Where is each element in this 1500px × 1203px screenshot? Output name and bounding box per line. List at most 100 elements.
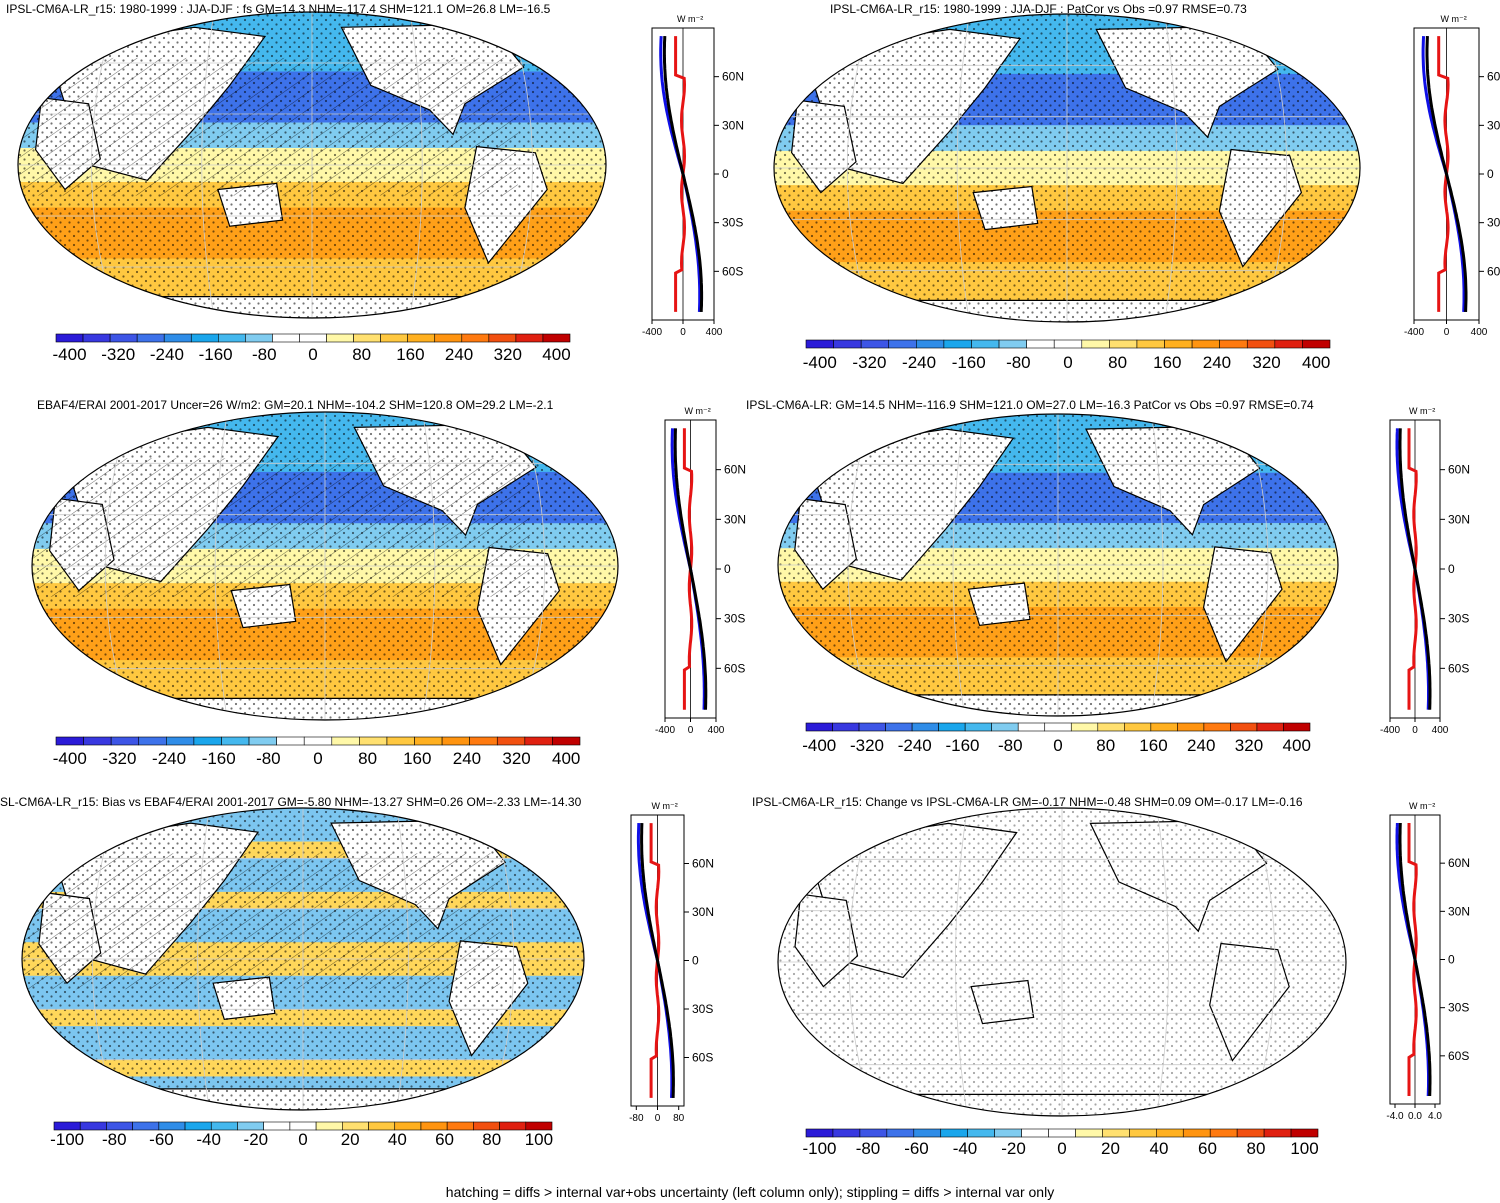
colorbar-swatch [911, 722, 939, 732]
lat-label: 30S [724, 612, 745, 626]
x-tick-label: 0 [1444, 327, 1450, 338]
x-tick-label: 400 [1432, 725, 1449, 736]
colorbar-swatch [1182, 1128, 1211, 1138]
map-projection [22, 808, 584, 1110]
colorbar-label: 80 [352, 345, 371, 364]
x-tick-label: -400 [655, 725, 675, 736]
colorbar-swatch [515, 333, 544, 343]
x-tick-label: -400 [642, 327, 662, 338]
profile-curve-black [673, 428, 708, 710]
x-tick-label: 0 [688, 725, 694, 736]
colorbar-label: -60 [904, 1139, 929, 1158]
profile-curve-black [640, 823, 675, 1098]
lat-label: 60S [722, 264, 743, 278]
colorbar-label: 400 [1302, 353, 1330, 372]
colorbar-label: 240 [453, 749, 481, 768]
colorbar-label: 0 [1057, 1139, 1066, 1158]
colorbar-label: 20 [1101, 1139, 1120, 1158]
lat-label: 60N [1448, 856, 1470, 870]
colorbar-label: -240 [150, 345, 184, 364]
colorbar-swatch [109, 333, 138, 343]
colorbar-label: 40 [1150, 1139, 1169, 1158]
colorbar-label: -80 [256, 749, 281, 768]
colorbar-swatch [1263, 1128, 1292, 1138]
x-tick-label: 400 [708, 725, 725, 736]
colorbar-label: 60 [435, 1130, 454, 1149]
colorbar-label: 80 [482, 1130, 501, 1149]
profile-curve-black [1425, 36, 1468, 312]
colorbar-swatch [858, 722, 886, 732]
lat-label: 30S [692, 1002, 713, 1016]
colorbar-swatch [913, 1128, 942, 1138]
panel-title: EBAF4/ERAI 2001-2017 Uncer=26 W/m2: GM=2… [37, 398, 554, 412]
colorbar-swatch [1283, 722, 1311, 732]
colorbar-swatch [386, 736, 415, 746]
colorbar-swatch [967, 1128, 995, 1138]
zonal-profile: 60N 30N 0 30S 60S -80 0 80 W m⁻² [629, 801, 714, 1124]
map-border [17, 11, 607, 319]
units-label: W m⁻² [685, 406, 711, 416]
colorbar-swatch [106, 1121, 133, 1131]
colorbar-swatch [859, 1128, 888, 1138]
lat-label: 30N [722, 118, 744, 132]
colorbar-swatch [833, 339, 862, 349]
graticule-lon [197, 808, 210, 1110]
x-tick-label: -80 [629, 1113, 644, 1124]
colorbar-label: 60 [1198, 1139, 1217, 1158]
map-border [777, 807, 1347, 1117]
colorbar-swatch [1164, 339, 1193, 349]
lat-label: 30N [1487, 118, 1500, 132]
map-border [31, 411, 619, 721]
colorbar-swatch [1191, 339, 1220, 349]
graticule-lon [955, 808, 968, 1116]
graticule-lon [952, 414, 966, 716]
colorbar-label: -320 [852, 353, 886, 372]
lat-label: 60S [724, 661, 745, 675]
x-tick-label: 4.0 [1428, 1111, 1442, 1122]
colorbar-swatch [832, 722, 860, 732]
x-tick-label: -400 [1380, 725, 1400, 736]
lat-label: 30N [692, 905, 714, 919]
lat-label: 30S [1448, 1001, 1469, 1015]
colorbar-label: 100 [1290, 1139, 1318, 1158]
colorbar-swatch [885, 722, 913, 732]
colorbar-swatch [805, 1128, 834, 1138]
colorbar: -100 -80 -60 -40 -20 0 20 40 60 80 100 [50, 1121, 553, 1149]
lat-label: 30N [1448, 904, 1470, 918]
colorbar-swatch [488, 333, 517, 343]
colorbar-label: -320 [850, 736, 884, 755]
colorbar-swatch [552, 736, 581, 746]
panel-5: 60N 30N 0 30S 60S -80 0 80 W m⁻² -100 -80 -60 -40 -20… [21, 801, 714, 1149]
colorbar-swatch [1026, 339, 1055, 349]
colorbar-label: -80 [998, 736, 1023, 755]
lat-label: 30S [1487, 216, 1500, 230]
x-tick-label: 400 [706, 327, 723, 338]
lat-label: 30N [1448, 512, 1470, 526]
lat-label: 60S [1448, 1049, 1469, 1063]
colorbar: -400 -320 -240 -160 -80 0 80 160 240 320 400 [802, 722, 1311, 755]
colorbar-swatch [414, 736, 443, 746]
lat-label: 30N [724, 512, 746, 526]
lat-label: 30S [1448, 612, 1469, 626]
colorbar-swatch [245, 333, 273, 343]
colorbar-label: 40 [388, 1130, 407, 1149]
colorbar-swatch [237, 1121, 264, 1131]
colorbar-swatch [1097, 722, 1125, 732]
graticule-lon [214, 412, 228, 720]
panel-title: IPSL-CM6A-LR_r15: Change vs IPSL-CM6A-LR… [752, 795, 1303, 809]
colorbar-swatch [542, 333, 571, 343]
colorbar-swatch [53, 1121, 81, 1131]
figure-footer: hatching = diffs > internal var+obs unce… [445, 1184, 1055, 1200]
colorbar-swatch [1070, 722, 1099, 732]
colorbar-label: -400 [803, 353, 837, 372]
map-projection [778, 808, 1346, 1116]
colorbar-swatch [499, 1121, 527, 1131]
units-label: W m⁻² [677, 14, 703, 24]
units-label: W m⁻² [1409, 801, 1435, 811]
colorbar-label: -320 [101, 345, 135, 364]
colorbar-swatch [136, 333, 165, 343]
colorbar-swatch [943, 339, 972, 349]
colorbar-swatch [193, 736, 222, 746]
colorbar-swatch [1136, 339, 1165, 349]
